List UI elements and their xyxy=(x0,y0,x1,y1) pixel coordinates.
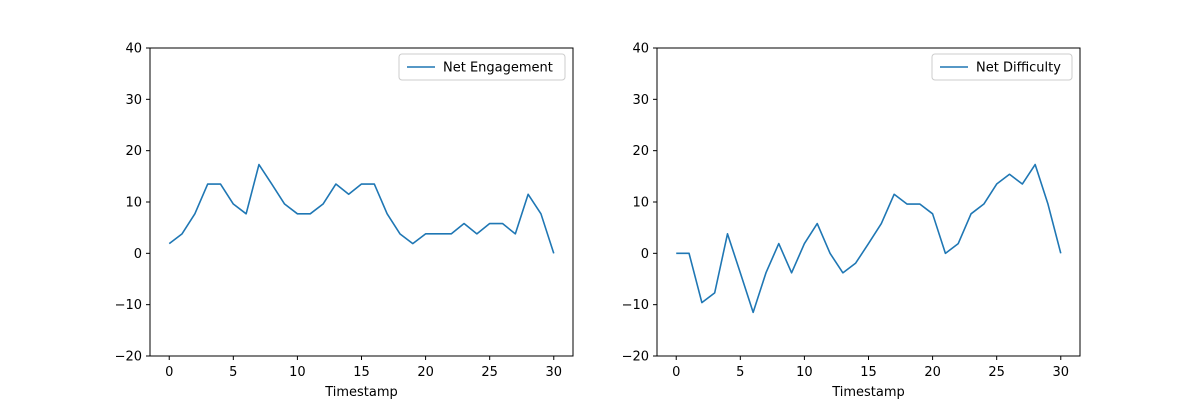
series-line xyxy=(168,163,555,254)
series-line xyxy=(676,163,1062,314)
difficulty-chart-panel: −20 −10 0 10 20 30 40 0 5 10 15 20 25 30 Timestamp Net … xyxy=(622,42,1081,400)
plot-area-frame xyxy=(149,47,574,357)
x-tick-label: 10 xyxy=(796,365,813,380)
legend-frame xyxy=(398,53,566,81)
y-tick-label: −10 xyxy=(622,298,649,313)
legend-frame xyxy=(931,53,1073,81)
x-tick-label: 10 xyxy=(289,365,306,380)
legend: Net Difficulty xyxy=(931,53,1073,81)
x-tick-label: 0 xyxy=(165,365,173,380)
y-tick-label: 40 xyxy=(632,42,649,57)
x-axis-label: Timestamp xyxy=(831,385,905,400)
x-tick-label: 30 xyxy=(545,365,562,380)
engagement-chart-panel: −20 −10 0 10 20 30 40 0 5 10 15 20 25 30 Timestamp Net … xyxy=(115,42,574,400)
plot-area-frame xyxy=(656,47,1081,357)
x-tick-label: 15 xyxy=(860,365,877,380)
x-tick-label: 20 xyxy=(417,365,434,380)
y-tick-label: −10 xyxy=(115,298,142,313)
legend-label: Net Engagement xyxy=(443,61,553,76)
y-tick-label: 20 xyxy=(632,144,649,159)
y-tick-label: 0 xyxy=(134,247,142,262)
x-axis-label: Timestamp xyxy=(324,385,398,400)
x-tick-label: 0 xyxy=(672,365,680,380)
y-tick-label: 0 xyxy=(641,247,649,262)
y-tick-label: 20 xyxy=(125,144,142,159)
legend: Net Engagement xyxy=(398,53,566,81)
x-tick-label: 25 xyxy=(481,365,498,380)
y-tick-label: 40 xyxy=(125,42,142,57)
y-tick-label: −20 xyxy=(622,350,649,365)
x-tick-label: 30 xyxy=(1052,365,1069,380)
y-tick-label: 10 xyxy=(125,196,142,211)
legend-label: Net Difficulty xyxy=(976,61,1061,76)
y-tick-label: 30 xyxy=(632,93,649,108)
y-tick-label: −20 xyxy=(115,350,142,365)
x-tick-label: 5 xyxy=(736,365,744,380)
x-tick-label: 20 xyxy=(924,365,941,380)
x-tick-label: 15 xyxy=(353,365,370,380)
x-tick-label: 25 xyxy=(988,365,1005,380)
y-tick-label: 10 xyxy=(632,196,649,211)
y-tick-label: 30 xyxy=(125,93,142,108)
x-tick-label: 5 xyxy=(229,365,237,380)
